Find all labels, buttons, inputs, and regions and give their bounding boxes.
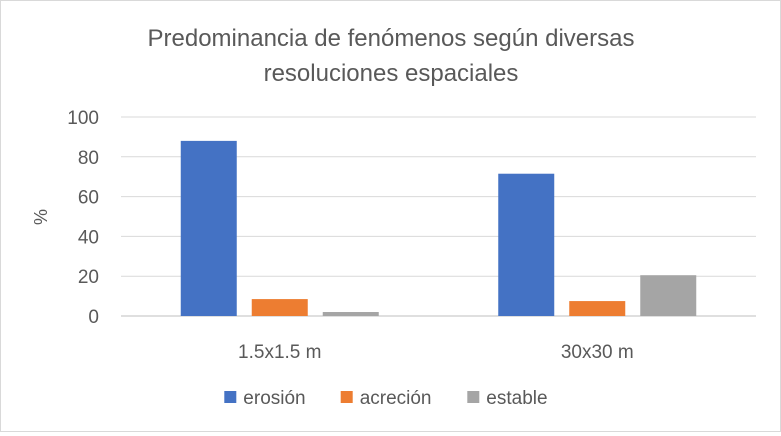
y-tick-label: 20 [78,267,99,288]
legend-swatch-acreción [340,391,353,403]
category-labels: 1.5x1.5 m 30x30 m [238,342,634,363]
chart-title-line-2: resoluciones espaciales [264,60,519,87]
y-axis-title: % [31,209,51,225]
legend-label: acreción [360,388,432,409]
bar-erosión-30x30 m [498,173,555,316]
bar-acreción-30x30 m [569,301,626,316]
legend: erosión acreción estable [224,388,548,409]
y-tick-labels: 0 20 40 60 80 100 [67,108,99,328]
legend-swatch-erosión [224,391,237,403]
chart-title-line-1: Predominancia de fenómenos según diversa… [148,25,635,52]
bar-estable-1.5x1.5 m [322,312,379,316]
bar-erosión-1.5x1.5 m [180,140,237,316]
category-label: 1.5x1.5 m [238,342,321,363]
legend-swatch-estable [467,391,480,403]
y-tick-label: 100 [67,108,99,129]
bar-estable-30x30 m [640,275,697,316]
y-tick-label: 40 [78,227,99,248]
bar-acreción-1.5x1.5 m [251,299,308,316]
y-tick-label: 80 [78,148,99,169]
legend-label: estable [486,388,547,409]
legend-label: erosión [243,388,305,409]
y-tick-label: 0 [88,307,99,328]
bars [180,140,697,316]
category-label: 30x30 m [561,342,634,363]
y-tick-label: 60 [78,188,99,209]
